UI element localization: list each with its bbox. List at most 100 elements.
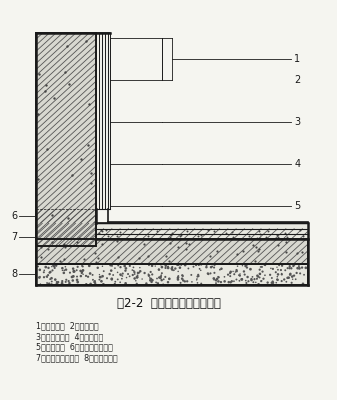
- Point: [194, 276, 200, 282]
- Point: [87, 262, 92, 269]
- Point: [156, 274, 162, 281]
- Text: 2: 2: [295, 75, 301, 85]
- Point: [60, 265, 65, 271]
- Point: [303, 265, 309, 271]
- Point: [179, 262, 184, 268]
- Point: [97, 274, 103, 280]
- Point: [215, 248, 220, 254]
- Point: [135, 270, 141, 276]
- Point: [149, 279, 154, 285]
- Point: [51, 94, 56, 101]
- Point: [103, 227, 109, 233]
- Point: [234, 268, 240, 274]
- Point: [211, 228, 217, 234]
- Text: 5－水保护墙  6－涂料防水加强层: 5－水保护墙 6－涂料防水加强层: [36, 343, 113, 352]
- Point: [258, 278, 264, 284]
- Point: [118, 272, 124, 278]
- Point: [87, 270, 93, 277]
- Point: [99, 240, 104, 247]
- Point: [54, 262, 59, 269]
- Point: [75, 239, 80, 245]
- Point: [232, 271, 237, 278]
- Point: [78, 273, 84, 279]
- Point: [101, 268, 106, 274]
- Point: [64, 43, 70, 50]
- Point: [299, 264, 305, 271]
- Point: [206, 271, 211, 277]
- Point: [63, 279, 68, 285]
- Point: [74, 267, 80, 274]
- Point: [118, 279, 123, 286]
- Point: [35, 110, 40, 117]
- Point: [100, 263, 105, 270]
- Point: [189, 279, 194, 285]
- Point: [176, 261, 181, 268]
- Text: 7－涂料防水加强层  8－混凝土垫层: 7－涂料防水加强层 8－混凝土垫层: [36, 353, 118, 362]
- Point: [252, 276, 257, 282]
- Point: [218, 279, 224, 285]
- Text: 1: 1: [295, 54, 301, 64]
- Point: [140, 276, 145, 282]
- Point: [235, 263, 240, 269]
- Point: [132, 269, 137, 275]
- Point: [242, 271, 247, 278]
- Point: [69, 172, 74, 178]
- Point: [222, 278, 227, 284]
- Text: 3: 3: [295, 117, 301, 127]
- Point: [213, 277, 219, 284]
- Point: [184, 245, 189, 252]
- Point: [234, 267, 239, 273]
- Point: [171, 267, 176, 274]
- Point: [132, 271, 137, 277]
- Point: [252, 257, 257, 264]
- Point: [83, 273, 89, 279]
- Point: [171, 267, 177, 273]
- Bar: [36, 209, 96, 223]
- Point: [37, 273, 43, 280]
- Point: [256, 246, 262, 252]
- Point: [109, 262, 114, 268]
- Point: [153, 263, 158, 269]
- Point: [162, 261, 167, 268]
- Point: [243, 263, 248, 269]
- Point: [275, 271, 281, 278]
- Point: [132, 275, 137, 282]
- Point: [246, 232, 252, 239]
- Point: [146, 252, 151, 259]
- Bar: [36, 240, 308, 264]
- Point: [254, 276, 259, 282]
- Point: [204, 264, 209, 270]
- Point: [180, 272, 185, 278]
- Point: [159, 264, 164, 270]
- Point: [180, 276, 185, 282]
- Point: [186, 265, 191, 272]
- Point: [159, 277, 164, 283]
- Point: [122, 263, 127, 269]
- Point: [62, 244, 68, 250]
- Point: [75, 279, 81, 285]
- Point: [165, 265, 171, 271]
- Point: [81, 271, 86, 278]
- Point: [212, 262, 217, 268]
- Point: [125, 271, 131, 277]
- Point: [111, 272, 116, 278]
- Point: [269, 275, 275, 281]
- Point: [133, 278, 139, 284]
- Point: [124, 274, 129, 281]
- Point: [291, 263, 296, 269]
- Point: [148, 269, 153, 275]
- Point: [89, 180, 94, 186]
- Point: [259, 278, 264, 284]
- Text: 5: 5: [295, 201, 301, 211]
- Point: [79, 270, 85, 276]
- Point: [230, 234, 236, 240]
- Point: [176, 273, 181, 279]
- Point: [180, 273, 186, 279]
- Point: [195, 233, 201, 240]
- Point: [279, 271, 284, 278]
- Point: [284, 234, 289, 240]
- Point: [109, 268, 114, 274]
- Point: [97, 271, 102, 278]
- Point: [49, 263, 55, 270]
- Point: [115, 269, 120, 276]
